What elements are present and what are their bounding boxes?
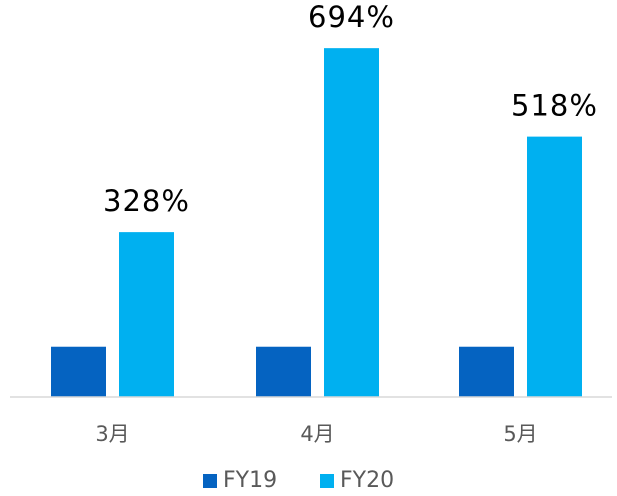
legend-swatch-fy19 bbox=[203, 474, 217, 488]
data-label-fy20-3: 518% bbox=[511, 89, 598, 123]
x-tick-labels: 3月 4月 5月 bbox=[95, 422, 537, 446]
bar-fy20-1 bbox=[119, 232, 174, 397]
data-label-fy20-2: 694% bbox=[308, 0, 395, 34]
bar-fy20-3 bbox=[527, 136, 582, 398]
legend-label-fy20: FY20 bbox=[340, 468, 394, 493]
bar-fy20-2 bbox=[324, 48, 379, 398]
x-tick-label-2: 4月 bbox=[300, 422, 334, 446]
legend-label-fy19: FY19 bbox=[223, 468, 277, 493]
legend-swatch-fy20 bbox=[320, 474, 334, 488]
x-tick-label-1: 3月 bbox=[95, 422, 129, 446]
bar-fy19-1 bbox=[51, 346, 106, 397]
labels-layer: 328% 694% 518% bbox=[103, 0, 598, 218]
bar-fy19-3 bbox=[459, 346, 514, 397]
legend: FY19 FY20 bbox=[203, 468, 394, 493]
data-label-fy20-1: 328% bbox=[103, 184, 190, 218]
bars-layer bbox=[51, 48, 582, 398]
bar-fy19-2 bbox=[256, 346, 311, 397]
x-tick-label-3: 5月 bbox=[503, 422, 537, 446]
